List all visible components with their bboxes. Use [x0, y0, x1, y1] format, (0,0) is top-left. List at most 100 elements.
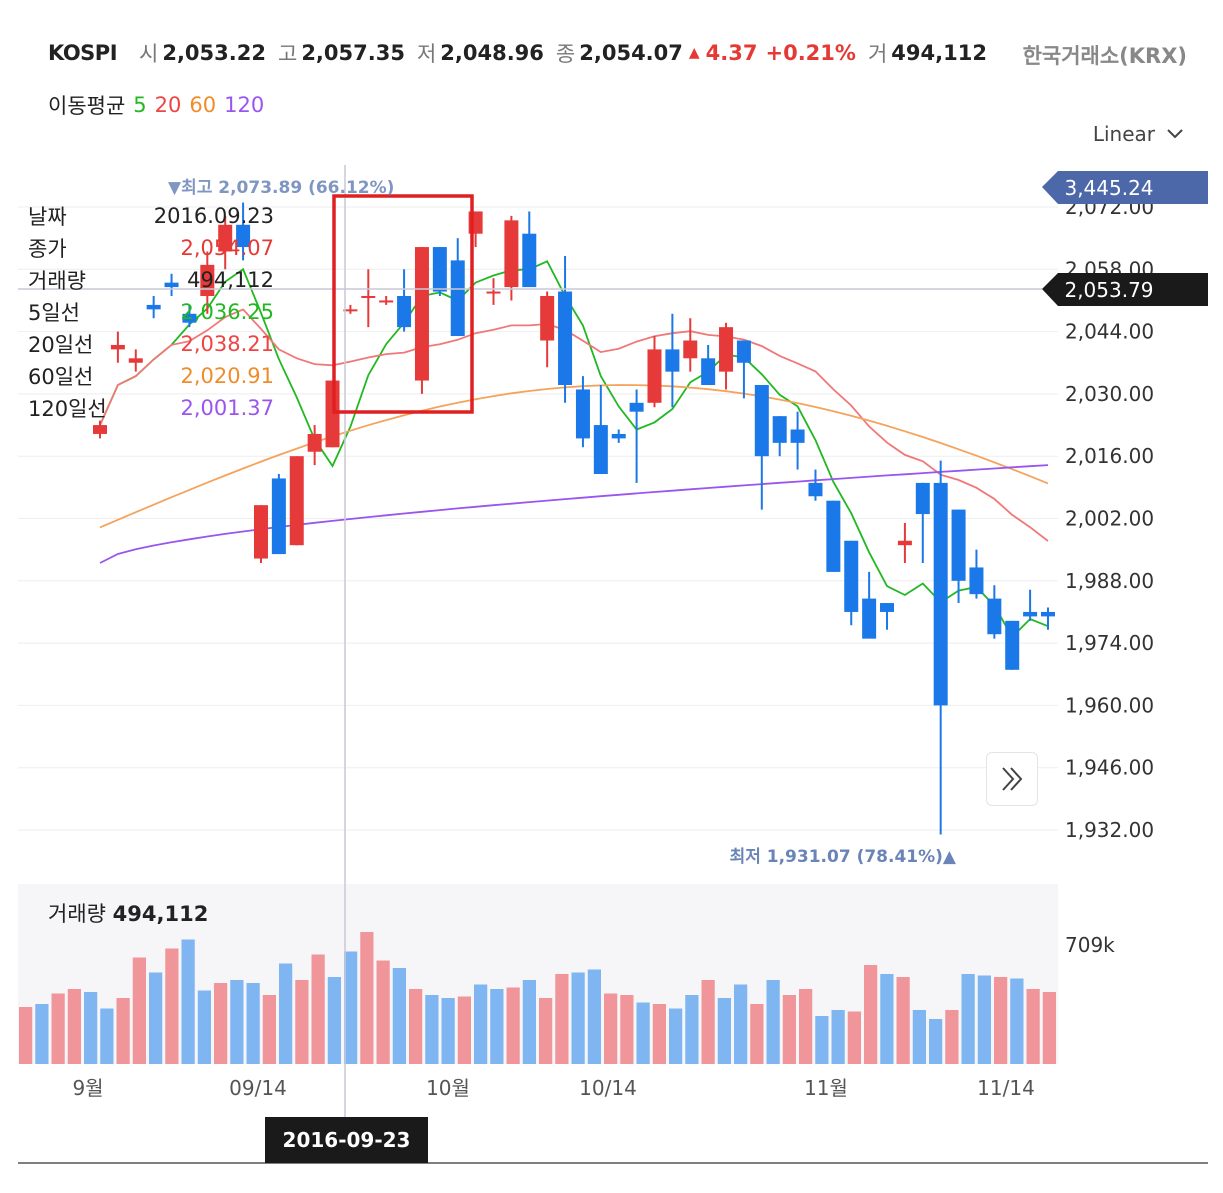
candle-body	[987, 598, 1002, 635]
close-value: 2,054.07	[579, 41, 683, 65]
candle-body	[325, 380, 340, 448]
info-ma60-label: 60일선	[28, 365, 94, 389]
volume-bar	[782, 995, 796, 1064]
volume-bars	[18, 884, 1058, 1064]
candle-body	[93, 425, 107, 434]
info-ma5-value: 2,036.25	[180, 300, 274, 324]
ma20-legend[interactable]: 20	[154, 93, 182, 117]
candle-body	[683, 340, 698, 359]
info-row-ma120: 120일선 2,001.37	[28, 392, 274, 424]
volume-panel-title: 거래량 494,112	[48, 898, 208, 928]
candle-body	[450, 260, 465, 337]
candle-body	[951, 509, 966, 581]
x-tick-label: 9월	[72, 1076, 103, 1100]
candle-body	[1023, 611, 1038, 617]
candle-body	[754, 385, 769, 457]
volume-bar	[344, 951, 358, 1064]
volume-bar	[896, 977, 910, 1064]
candle-body	[701, 358, 716, 385]
volume-bar	[474, 984, 488, 1064]
candle-body	[289, 456, 304, 546]
ma120-legend[interactable]: 120	[224, 93, 265, 117]
candle-body	[736, 340, 751, 363]
volume-bar	[490, 989, 504, 1064]
volume-value: 494,112	[891, 41, 987, 65]
price-tag-top: 3,445.24	[1042, 171, 1208, 204]
volume-bar	[279, 963, 293, 1064]
ma60-line	[99, 384, 1049, 529]
low-annotation: 최저 1,931.07 (78.41%)▲	[730, 847, 957, 867]
y-tick-label: 1,988.00	[1065, 569, 1154, 593]
volume-bar	[750, 1004, 764, 1064]
symbol-name: KOSPI	[48, 41, 118, 65]
ma20-line	[99, 308, 1049, 542]
exchange-name: 한국거래소(KRX)	[1022, 44, 1187, 68]
ma-label: 이동평균	[48, 94, 126, 118]
volume-bar	[67, 989, 81, 1064]
x-tick-label: 11월	[804, 1076, 848, 1100]
y-tick-label: 1,932.00	[1065, 818, 1154, 842]
candle-body	[271, 478, 286, 555]
candle-body	[629, 402, 644, 412]
volume-bar	[441, 998, 455, 1064]
candle-body	[522, 233, 537, 288]
highlight-box	[332, 194, 474, 414]
y-tick-label: 2,030.00	[1065, 382, 1154, 406]
candle-body	[343, 309, 358, 312]
info-ma60-value: 2,020.91	[180, 364, 274, 388]
candle-body	[128, 358, 143, 363]
y-tick-label: 1,946.00	[1065, 756, 1154, 780]
volume-panel-label: 거래량	[48, 902, 106, 926]
candle-body	[1041, 611, 1055, 617]
candle-body	[504, 220, 519, 288]
volume-bar	[912, 1010, 926, 1064]
volume-bar	[181, 939, 195, 1064]
volume-bar	[230, 980, 244, 1064]
candle-body	[307, 433, 322, 452]
volume-bar	[766, 980, 780, 1064]
candle-body	[826, 500, 841, 572]
ma5-legend[interactable]: 5	[133, 93, 147, 117]
x-tick-label: 09/14	[229, 1076, 287, 1100]
volume-bar	[409, 989, 423, 1064]
scroll-latest-button[interactable]	[986, 752, 1038, 806]
candle-body	[933, 482, 948, 706]
crosshair-info-panel: 날짜 2016.09.23 종가 2,054.07 거래량 494,112 5일선 2,…	[28, 200, 274, 424]
x-tick-label: 10월	[426, 1076, 470, 1100]
scale-dropdown[interactable]: Linear	[1093, 122, 1183, 146]
ma60-legend[interactable]: 60	[189, 93, 217, 117]
candle-body	[575, 389, 590, 439]
high-label: 고	[277, 42, 298, 66]
volume-bar	[132, 957, 146, 1064]
volume-bar	[571, 972, 585, 1064]
candle-body	[218, 224, 233, 252]
info-ma20-label: 20일선	[28, 333, 94, 357]
volume-bar	[506, 987, 520, 1064]
info-volume-label: 거래량	[28, 269, 86, 293]
y-tick-label: 2,016.00	[1065, 444, 1154, 468]
volume-bar	[669, 1008, 683, 1064]
candle-body	[647, 349, 662, 403]
volume-bar	[815, 1016, 829, 1064]
open-label: 시	[139, 42, 159, 66]
volume-bar	[19, 1007, 33, 1064]
candle-body	[414, 247, 429, 381]
volume-bar	[555, 974, 569, 1064]
candles	[93, 202, 1055, 835]
volume-bar	[636, 1002, 650, 1064]
change-arrow-icon: ▲	[688, 45, 700, 61]
info-volume-value: 494,112	[187, 268, 274, 292]
candle-body	[540, 296, 555, 341]
candle-body	[808, 482, 823, 497]
candle-body	[432, 247, 447, 292]
info-close-label: 종가	[28, 237, 67, 261]
volume-bar	[929, 1019, 943, 1064]
change-value: 4.37	[705, 41, 758, 65]
info-date-value: 2016.09.23	[153, 204, 274, 228]
high-annotation: ▼최고 2,073.89 (66.12%)	[168, 178, 394, 198]
volume-bar	[587, 969, 601, 1064]
volume-bar	[392, 968, 406, 1064]
volume-bar	[425, 995, 439, 1064]
volume-bar	[295, 980, 309, 1064]
